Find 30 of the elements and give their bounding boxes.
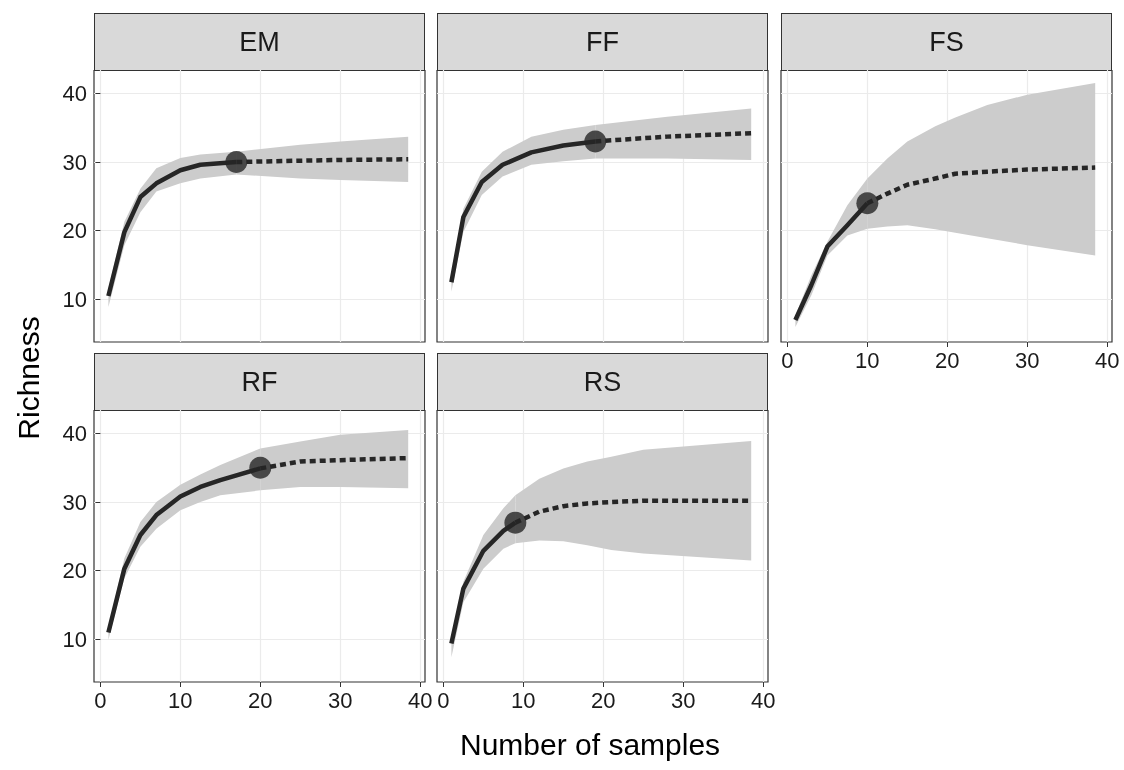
chart-title: RF [94,353,425,411]
x-tick-label: 20 [591,687,616,713]
y-tick-label: 10 [62,626,87,652]
y-axis-title: Richness [11,316,46,440]
x-tick-label: 0 [781,347,794,373]
chart-title: RS [437,353,768,411]
x-tick-label: 10 [168,687,193,713]
x-tick-label: 40 [1094,347,1120,373]
x-tick-label: 0 [94,687,107,713]
x-axis-title: Number of samples [460,728,721,762]
y-tick-label: 40 [62,80,87,106]
x-tick-label: 30 [1015,347,1040,373]
x-tick-label: 40 [407,687,433,713]
y-tick-label: 40 [62,420,87,446]
x-tick-label: 30 [671,687,696,713]
y-tick-label: 10 [62,286,87,312]
x-tick-label: 40 [750,687,776,713]
x-tick-label: 0 [437,687,450,713]
y-tick-label: 20 [62,558,87,584]
chart-title: FS [781,13,1112,71]
y-tick-label: 20 [62,218,87,244]
x-tick-label: 20 [935,347,960,373]
y-tick-label: 30 [62,149,87,175]
x-tick-label: 30 [328,687,353,713]
x-tick-label: 10 [855,347,880,373]
y-tick-label: 30 [62,489,87,515]
x-tick-label: 10 [511,687,536,713]
chart-title: FF [437,13,768,71]
chart-title: EM [94,13,425,71]
x-tick-label: 20 [248,687,273,713]
